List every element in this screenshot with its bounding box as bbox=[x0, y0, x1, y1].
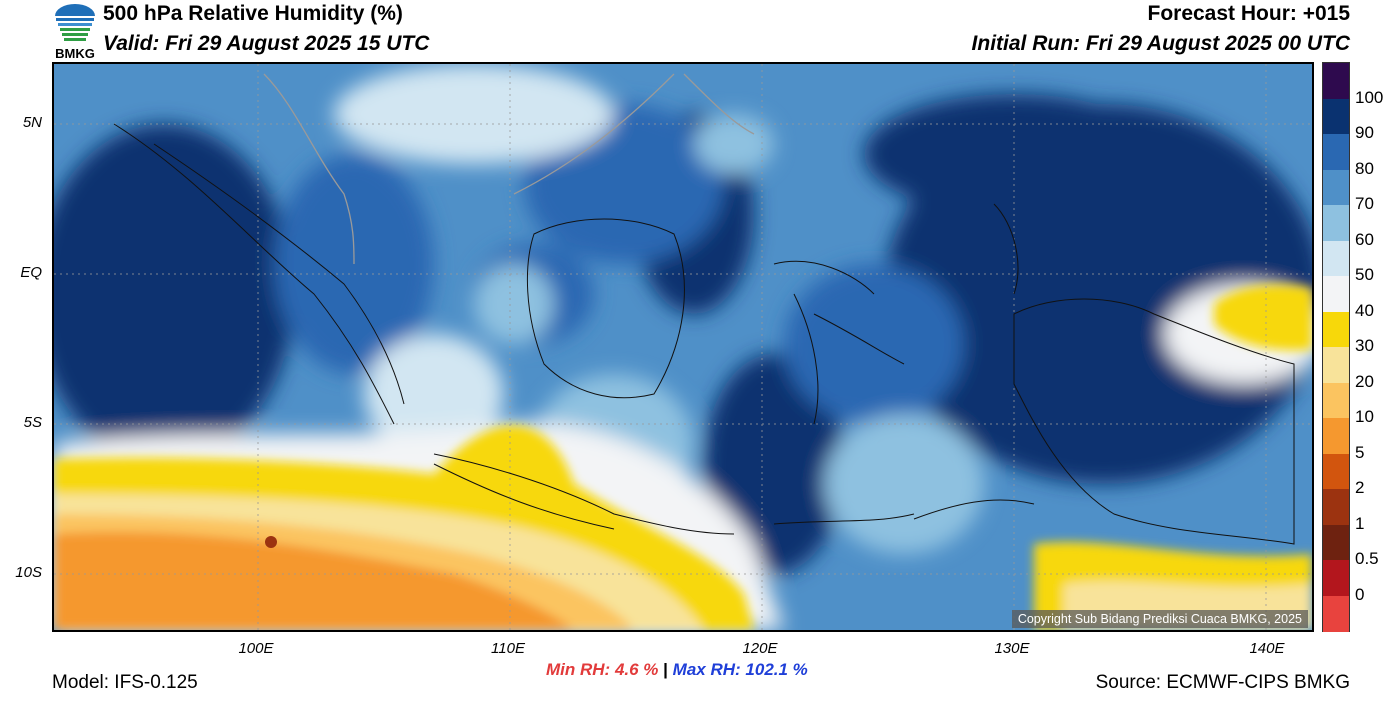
colorbar-segment bbox=[1323, 205, 1349, 241]
colorbar-label: 50 bbox=[1355, 265, 1374, 284]
colorbar-label: 1 bbox=[1355, 513, 1365, 533]
colorbar-segment bbox=[1323, 169, 1349, 206]
colorbar-label: 5 bbox=[1355, 442, 1365, 462]
colorbar-segment bbox=[1323, 560, 1349, 596]
humidity-field bbox=[54, 64, 1312, 630]
colorbar-segment bbox=[1323, 63, 1349, 99]
lon-label-140e: 140E bbox=[1249, 640, 1285, 657]
source-label: Source: ECMWF-CIPS BMKG bbox=[1095, 672, 1350, 693]
humidity-map: Copyright Sub Bidang Prediksi Cuaca BMKG… bbox=[52, 62, 1314, 632]
colorbar-label: 0 bbox=[1355, 584, 1365, 604]
colorbar-segment bbox=[1323, 134, 1349, 170]
colorbar bbox=[1322, 62, 1350, 632]
colorbar-label: 30 bbox=[1355, 336, 1374, 355]
colorbar-label: 10 bbox=[1355, 407, 1374, 426]
stats-separator: | bbox=[663, 660, 668, 679]
sumatra-coast bbox=[153, 143, 405, 405]
colorbar-label: 40 bbox=[1355, 300, 1374, 320]
colorbar-segment bbox=[1323, 311, 1349, 348]
lat-label-5s: 5S bbox=[23, 414, 42, 431]
rh-stats: Min RH: 4.6 % | Max RH: 102.1 % bbox=[546, 660, 808, 680]
lon-label-110e: 110E bbox=[491, 640, 525, 657]
copyright-note: Copyright Sub Bidang Prediksi Cuaca BMKG… bbox=[1011, 610, 1308, 628]
lat-label-eq: EQ bbox=[20, 264, 42, 281]
colorbar-segment bbox=[1323, 347, 1349, 383]
colorbar-segment bbox=[1323, 418, 1349, 454]
lon-label-130e: 130E bbox=[994, 640, 1030, 657]
lat-label-10s: 10S bbox=[15, 564, 42, 581]
forecast-hour: Forecast Hour: +015 bbox=[1147, 2, 1351, 25]
colorbar-label: 20 bbox=[1355, 371, 1374, 391]
valid-time: Valid: Fri 29 August 2025 15 UTC bbox=[103, 32, 430, 55]
initial-run: Initial Run: Fri 29 August 2025 00 UTC bbox=[971, 32, 1350, 55]
max-rh-value: 102.1 % bbox=[745, 660, 808, 679]
colorbar-segment bbox=[1323, 453, 1349, 490]
colorbar-label: 80 bbox=[1355, 158, 1374, 178]
colorbar-label: 2 bbox=[1355, 478, 1365, 497]
lon-label-100e: 100E bbox=[238, 640, 274, 657]
colorbar-label: 100 bbox=[1355, 87, 1384, 107]
page-title: 500 hPa Relative Humidity (%) bbox=[103, 2, 403, 25]
colorbar-segment bbox=[1323, 595, 1349, 632]
lon-label-120e: 120E bbox=[742, 640, 778, 657]
papua-coast bbox=[1013, 298, 1295, 545]
colorbar-segment bbox=[1323, 382, 1349, 419]
colorbar-segment bbox=[1323, 98, 1349, 135]
colorbar-label: 0.5 bbox=[1355, 549, 1379, 568]
max-rh-label: Max RH: bbox=[672, 660, 741, 679]
borneo-coast bbox=[526, 218, 685, 399]
colorbar-segment bbox=[1323, 489, 1349, 525]
colorbar-segment bbox=[1323, 240, 1349, 277]
colorbar-segment bbox=[1323, 276, 1349, 312]
bmkg-logo: BMKG bbox=[50, 2, 100, 61]
min-rh-label: Min RH: bbox=[546, 660, 611, 679]
logo-text: BMKG bbox=[55, 46, 95, 60]
colorbar-label: 90 bbox=[1355, 123, 1374, 142]
min-rh-value: 4.6 % bbox=[614, 660, 659, 679]
lat-label-5n: 5N bbox=[22, 114, 42, 131]
colorbar-segment bbox=[1323, 524, 1349, 561]
colorbar-label: 70 bbox=[1355, 194, 1374, 213]
colorbar-label: 60 bbox=[1355, 229, 1374, 249]
model-label: Model: IFS-0.125 bbox=[52, 672, 198, 693]
